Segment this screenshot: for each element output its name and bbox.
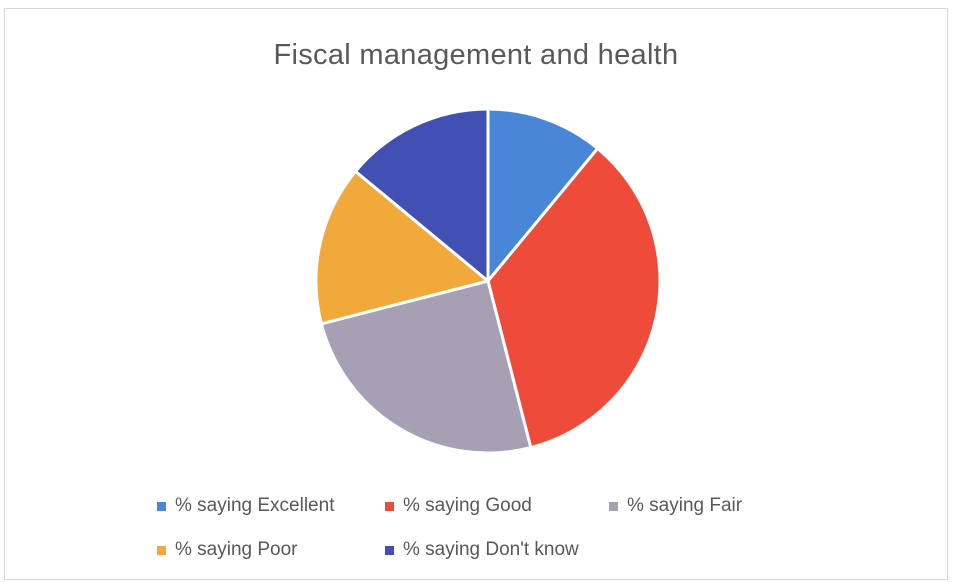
legend-label-dont-know: % saying Don't know <box>403 539 579 560</box>
legend-swatch-good <box>385 501 394 511</box>
legend-item-excellent: % saying Excellent <box>157 495 334 517</box>
legend-item-dont-know: % saying Don't know <box>385 539 579 561</box>
legend-item-fair: % saying Fair <box>609 495 742 517</box>
pie-slice-poor <box>314 169 490 326</box>
pie-slice-don-t-know <box>353 107 490 283</box>
legend-swatch-dont-know <box>385 545 394 555</box>
legend-item-good: % saying Good <box>385 495 532 517</box>
pie-slice-fair <box>319 279 533 455</box>
legend-item-poor: % saying Poor <box>157 539 298 561</box>
chart-title: Fiscal management and health <box>273 39 679 71</box>
legend-label-good: % saying Good <box>403 495 532 516</box>
legend-label-excellent: % saying Excellent <box>175 495 335 516</box>
legend-swatch-excellent <box>157 501 166 511</box>
legend-label-poor: % saying Poor <box>175 539 298 560</box>
legend-swatch-fair <box>609 501 618 511</box>
chart-frame: Fiscal management and health % saying Ex… <box>4 8 948 580</box>
legend-swatch-poor <box>157 545 166 555</box>
legend-label-fair: % saying Fair <box>627 495 743 516</box>
pie-slice-excellent <box>486 107 600 283</box>
pie-chart <box>314 107 662 455</box>
pie-slice-good <box>486 146 662 450</box>
